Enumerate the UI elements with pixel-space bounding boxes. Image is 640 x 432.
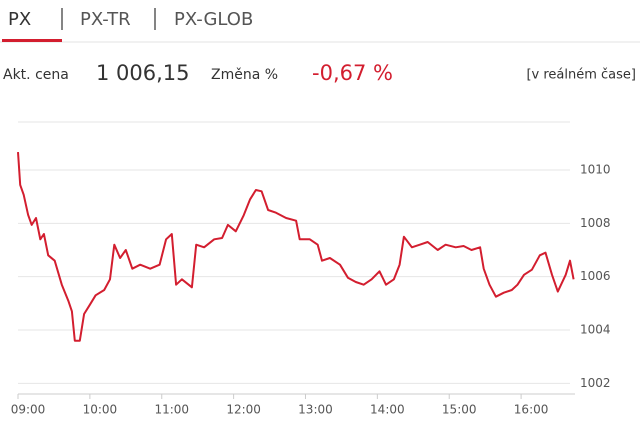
x-tick-label: 16:00 bbox=[514, 403, 549, 417]
y-tick-label: 1004 bbox=[580, 323, 611, 337]
tab[interactable]: PX-GLOB bbox=[174, 9, 253, 30]
price-label: Akt. cena bbox=[3, 67, 69, 83]
y-tick-label: 1008 bbox=[580, 216, 611, 230]
y-tick-label: 1006 bbox=[580, 269, 611, 283]
x-tick-label: 12:00 bbox=[226, 403, 261, 417]
tab[interactable]: PX-TR bbox=[80, 9, 131, 30]
change: -0,67 % bbox=[312, 61, 393, 85]
y-tick-label: 1010 bbox=[580, 163, 611, 177]
x-tick-label: 13:00 bbox=[298, 403, 333, 417]
x-tick-label: 14:00 bbox=[370, 403, 405, 417]
x-tick-label: 11:00 bbox=[154, 403, 189, 417]
active-tab-indicator bbox=[2, 39, 62, 42]
tab[interactable]: PX bbox=[8, 9, 31, 30]
price-line bbox=[17, 152, 575, 342]
y-tick-label: 1002 bbox=[580, 376, 611, 390]
x-tick-label: 15:00 bbox=[442, 403, 477, 417]
plot: 1002 1004 1006 1008 1010 09:00 10:00 11:00 12:00… bbox=[11, 152, 611, 417]
price: 1 006,15 bbox=[96, 61, 190, 85]
change-label: Změna % bbox=[211, 67, 278, 83]
realtime-note: [v reálném čase] bbox=[526, 68, 636, 83]
x-tick-label: 10:00 bbox=[83, 403, 118, 417]
x-tick-label: 09:00 bbox=[11, 403, 46, 417]
